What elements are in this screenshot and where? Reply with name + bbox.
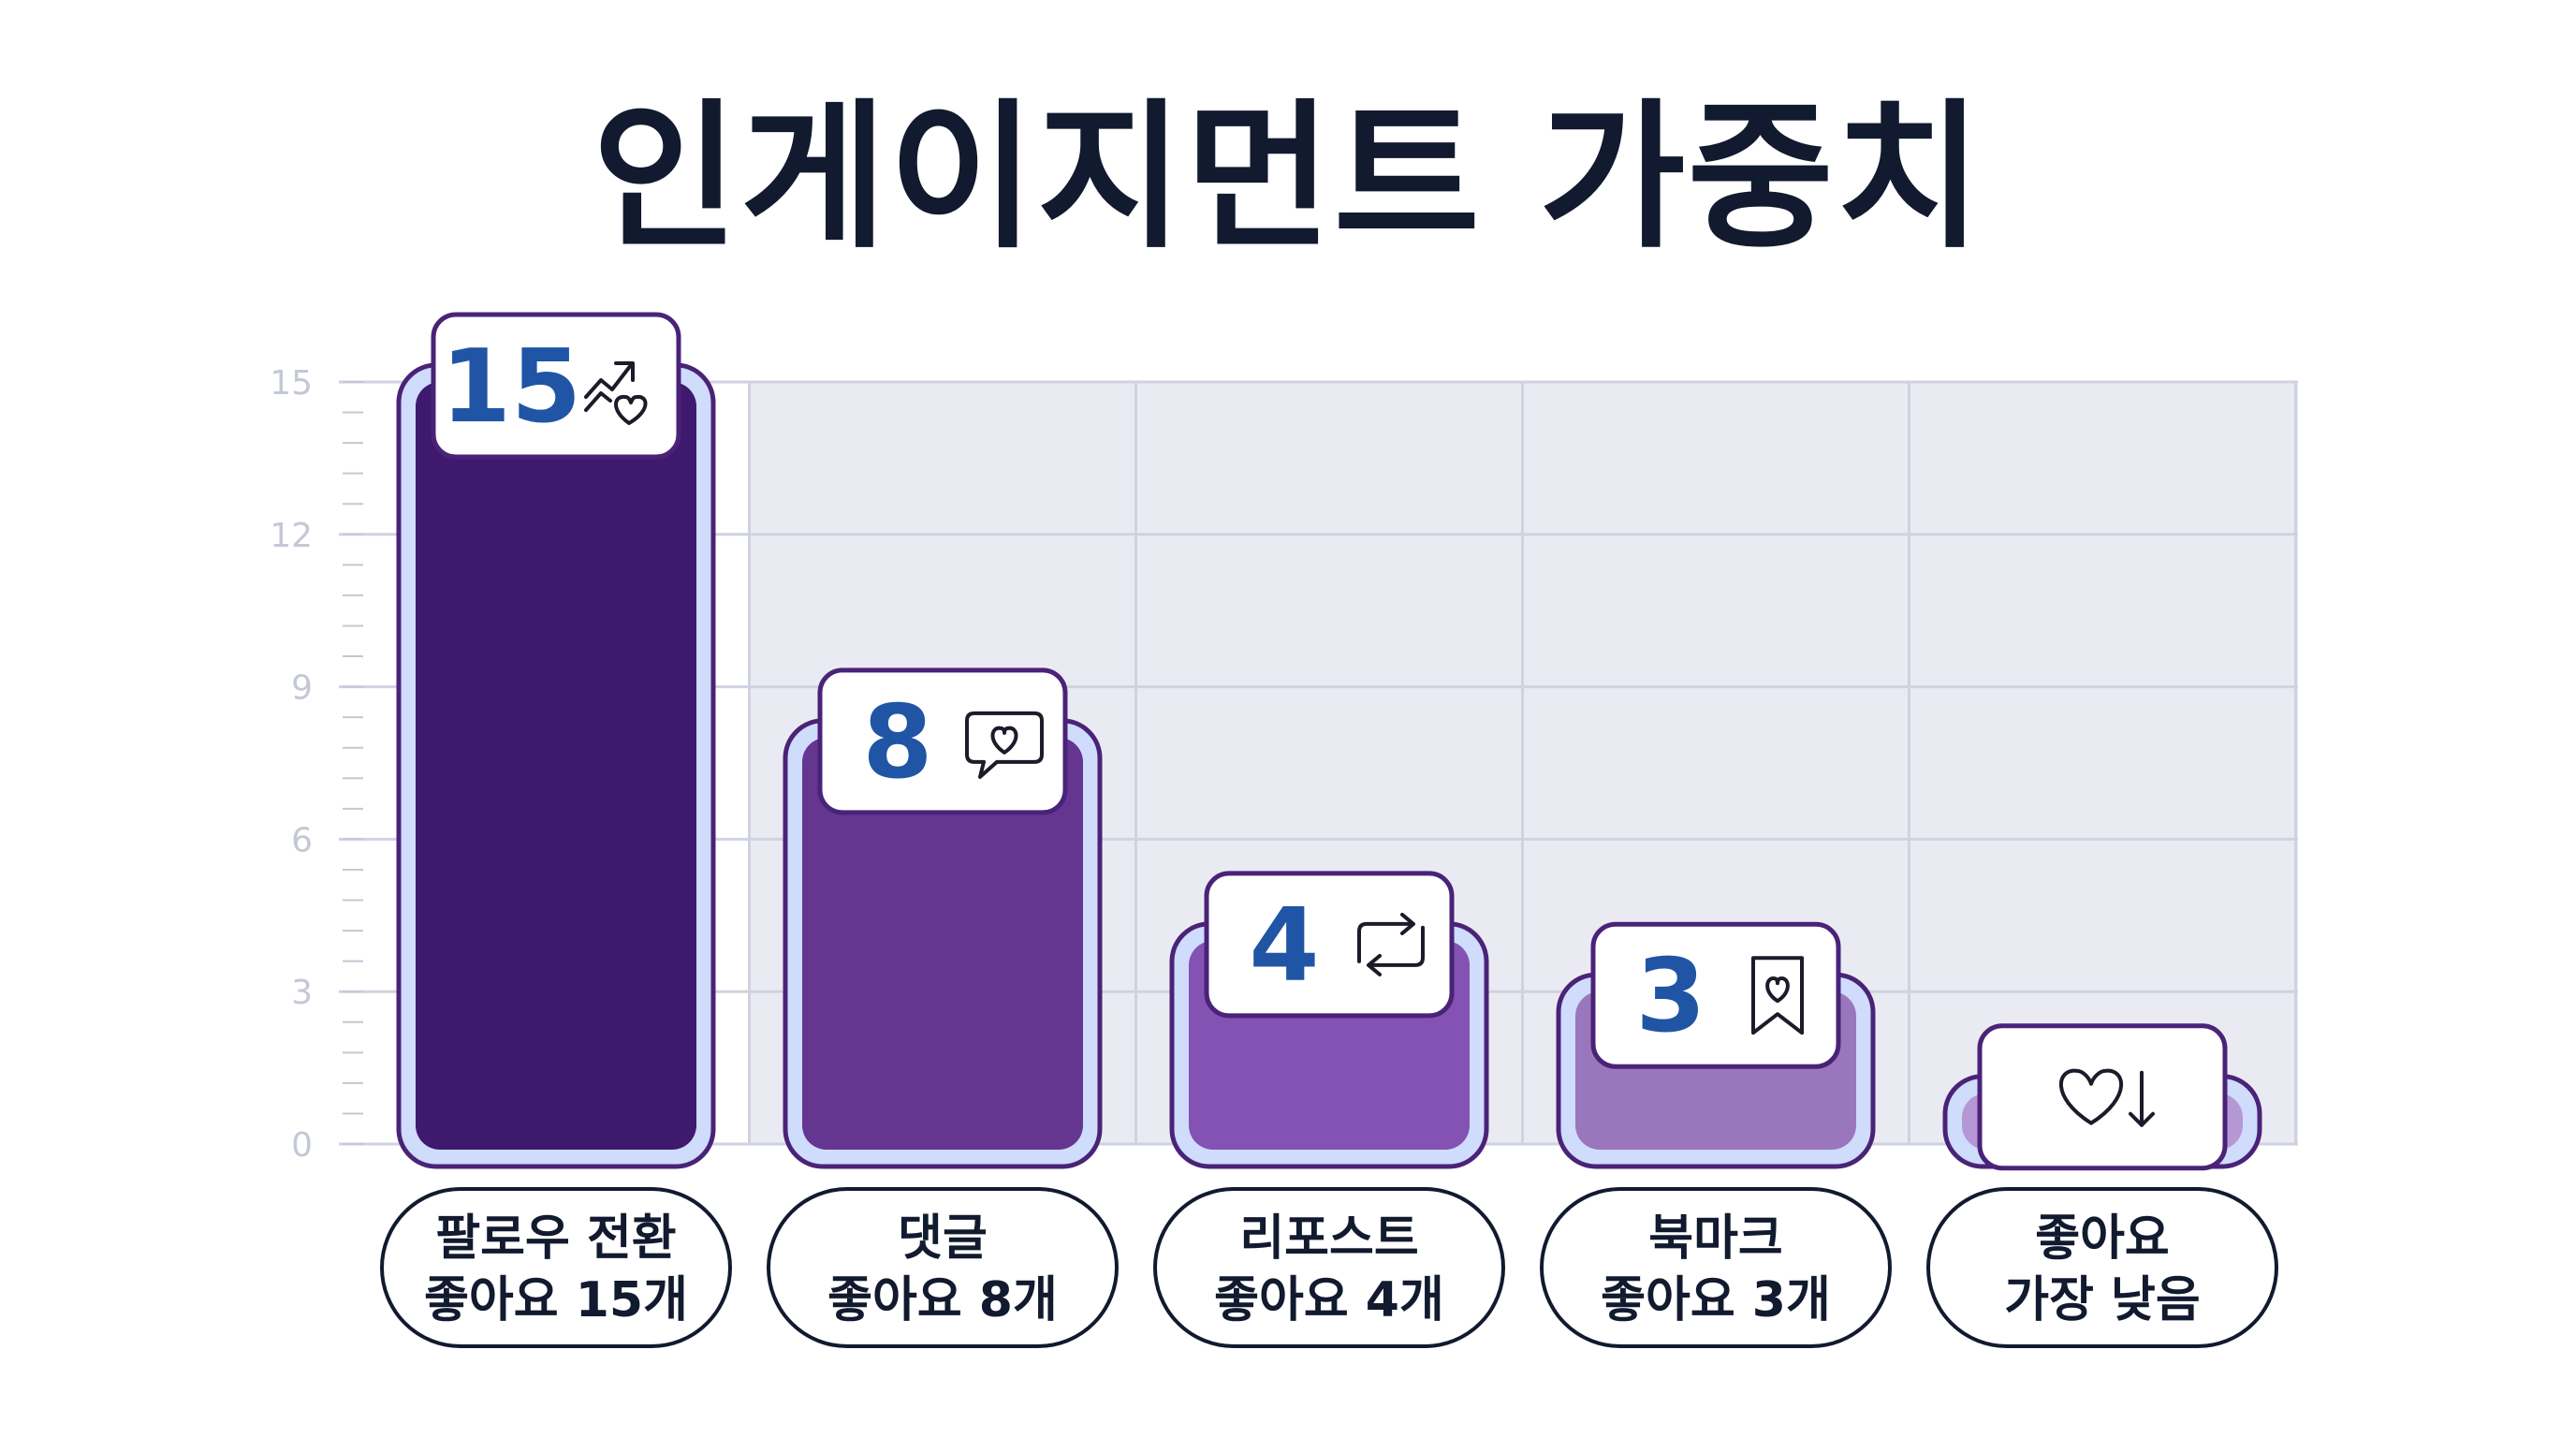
category-label: 가장 낮음: [2004, 1272, 2200, 1328]
y-tick-label: 3: [291, 974, 313, 1012]
y-axis: 0 3 6 9 12 15: [270, 364, 363, 1165]
value-label: 15: [441, 329, 581, 446]
category-pill-border: [380, 1187, 732, 1348]
y-tick-label: 15: [270, 364, 313, 403]
value-label: 4: [1249, 888, 1319, 1005]
value-card: [431, 312, 681, 460]
category-label: 좋아요 8개: [827, 1272, 1058, 1328]
value-card: [1590, 921, 1841, 1069]
value-label: 8: [862, 684, 932, 801]
value-label: 3: [1635, 938, 1705, 1055]
bookmark-heart-icon: [1751, 956, 1804, 1035]
chart-title: 인게이지먼트 가중치: [593, 85, 1984, 271]
category-label: 좋아요 4개: [1214, 1272, 1444, 1328]
category-label: 댓글: [898, 1211, 988, 1267]
bar-group: [1942, 1023, 2262, 1171]
category-label: 좋아요: [2035, 1211, 2170, 1267]
category-pill-border: [1540, 1187, 1892, 1348]
value-card: [817, 668, 1068, 815]
category-pill-border: [767, 1187, 1119, 1348]
y-tick-label: 6: [291, 821, 313, 859]
category-pill-border: [1153, 1187, 1505, 1348]
y-tick-label: 12: [270, 517, 313, 555]
bars: 15 8 4 3: [396, 312, 2262, 1171]
bar: [802, 737, 1083, 1150]
bar-group: 15: [396, 312, 716, 1169]
category-label: 리포스트: [1239, 1211, 1418, 1267]
category-label: 북마크: [1648, 1211, 1783, 1267]
category-label: 좋아요 15개: [424, 1272, 688, 1328]
bar-group: 8: [783, 668, 1103, 1169]
category-label: 팔로우 전환: [435, 1211, 676, 1267]
category-pill-border: [1926, 1187, 2278, 1348]
comment-heart-icon: [965, 711, 1044, 779]
trending-heart-icon: [584, 361, 648, 425]
repost-icon: [1357, 912, 1425, 976]
heart-down-icon: [2058, 1068, 2155, 1127]
category-label: 좋아요 3개: [1601, 1272, 1831, 1328]
bar: [416, 382, 696, 1150]
bar-group: 3: [1556, 921, 1876, 1169]
y-tick-label: 0: [291, 1126, 313, 1165]
value-card: [1977, 1023, 2228, 1171]
bar-group: 4: [1169, 871, 1489, 1169]
y-tick-label: 9: [291, 669, 313, 708]
value-card: [1204, 871, 1455, 1019]
